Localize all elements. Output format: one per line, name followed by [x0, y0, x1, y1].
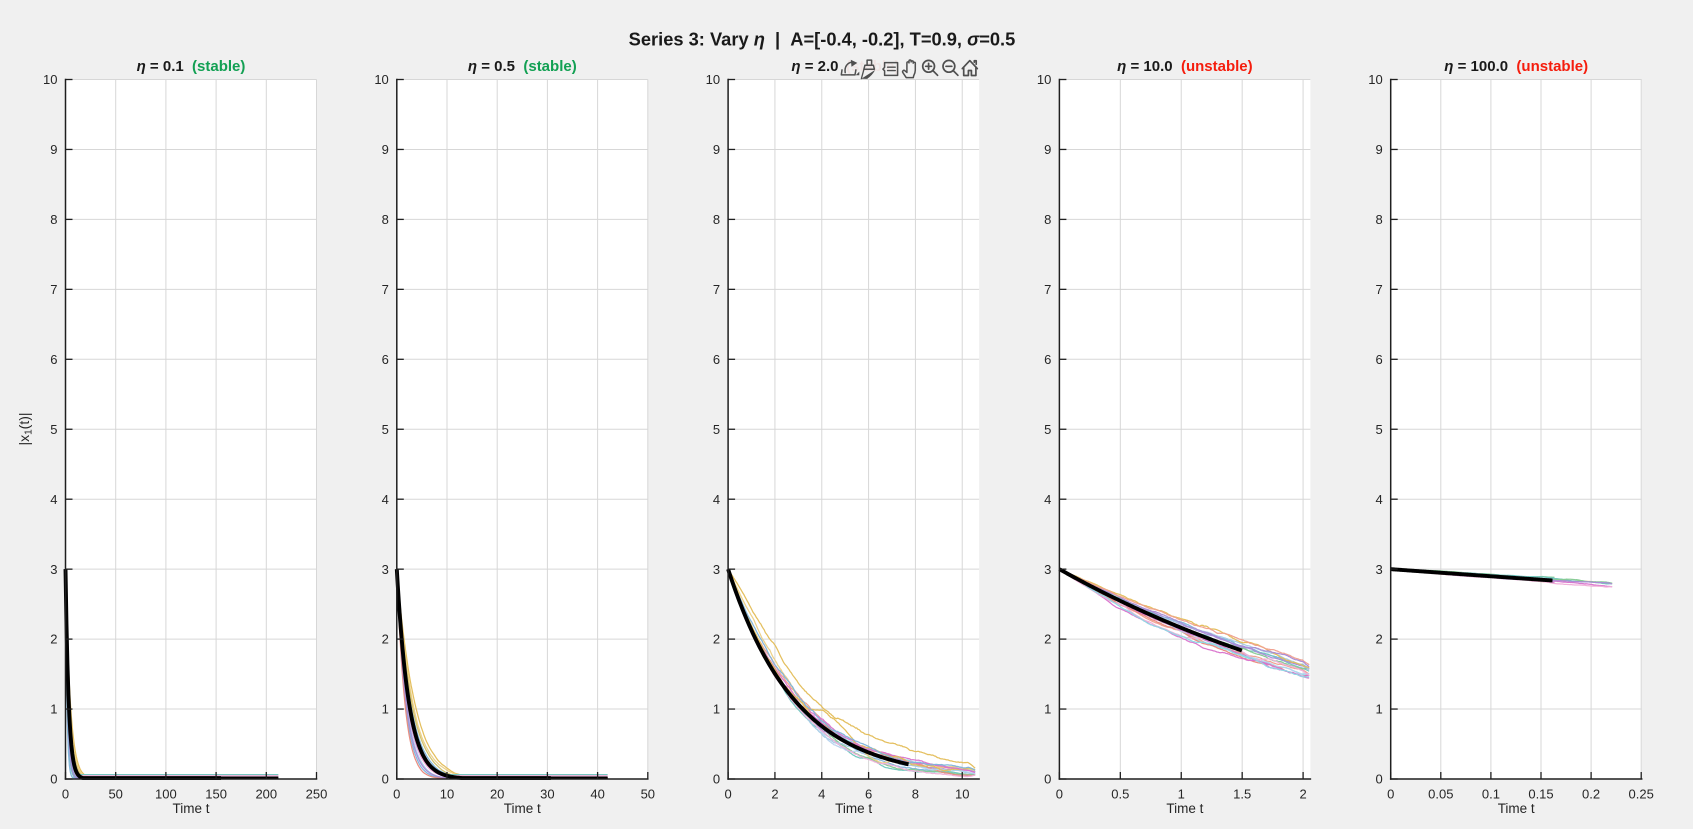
svg-text:η = 2.0: η = 2.0 [791, 58, 838, 75]
svg-text:4: 4 [713, 492, 720, 507]
svg-text:0: 0 [1387, 787, 1394, 802]
svg-text:0.2: 0.2 [1582, 787, 1600, 802]
svg-text:3: 3 [1375, 562, 1382, 577]
svg-text:1: 1 [1044, 702, 1051, 717]
svg-text:250: 250 [306, 787, 328, 802]
svg-text:1: 1 [713, 702, 720, 717]
svg-text:8: 8 [713, 212, 720, 227]
svg-text:0: 0 [724, 787, 731, 802]
svg-text:0: 0 [1044, 772, 1051, 787]
svg-text:Time t: Time t [1498, 801, 1535, 816]
svg-text:10: 10 [43, 72, 57, 87]
svg-text:7: 7 [1375, 282, 1382, 297]
svg-text:6: 6 [1375, 352, 1382, 367]
svg-text:8: 8 [1044, 212, 1051, 227]
svg-text:0.1: 0.1 [1482, 787, 1500, 802]
svg-text:1: 1 [382, 702, 389, 717]
svg-text:6: 6 [1044, 352, 1051, 367]
svg-text:10: 10 [374, 72, 388, 87]
svg-text:40: 40 [590, 787, 604, 802]
svg-text:0: 0 [393, 787, 400, 802]
svg-text:Time t: Time t [835, 801, 872, 816]
svg-text:50: 50 [108, 787, 122, 802]
svg-text:9: 9 [1375, 142, 1382, 157]
svg-text:5: 5 [713, 422, 720, 437]
svg-text:9: 9 [1044, 142, 1051, 157]
svg-text:6: 6 [382, 352, 389, 367]
svg-text:1: 1 [1178, 787, 1185, 802]
svg-text:150: 150 [205, 787, 227, 802]
svg-text:2: 2 [1299, 787, 1306, 802]
svg-text:8: 8 [382, 212, 389, 227]
svg-text:7: 7 [50, 282, 57, 297]
svg-text:4: 4 [50, 492, 57, 507]
svg-text:6: 6 [865, 787, 872, 802]
svg-text:1.5: 1.5 [1233, 787, 1251, 802]
svg-text:3: 3 [382, 562, 389, 577]
svg-text:10: 10 [440, 787, 454, 802]
svg-text:20: 20 [490, 787, 504, 802]
svg-text:100: 100 [155, 787, 177, 802]
svg-text:9: 9 [382, 142, 389, 157]
svg-text:|x1(t)|: |x1(t)| [16, 412, 35, 445]
svg-text:6: 6 [50, 352, 57, 367]
svg-text:5: 5 [1375, 422, 1382, 437]
svg-text:9: 9 [713, 142, 720, 157]
svg-text:0.5: 0.5 [1111, 787, 1129, 802]
svg-text:50: 50 [641, 787, 655, 802]
svg-text:4: 4 [382, 492, 389, 507]
svg-text:2: 2 [1044, 632, 1051, 647]
svg-text:5: 5 [50, 422, 57, 437]
svg-text:8: 8 [912, 787, 919, 802]
svg-text:200: 200 [255, 787, 277, 802]
svg-text:1: 1 [50, 702, 57, 717]
svg-text:7: 7 [382, 282, 389, 297]
svg-text:3: 3 [1044, 562, 1051, 577]
svg-text:7: 7 [1044, 282, 1051, 297]
svg-text:0.05: 0.05 [1428, 787, 1453, 802]
svg-text:3: 3 [713, 562, 720, 577]
svg-text:0.15: 0.15 [1528, 787, 1553, 802]
svg-text:0: 0 [62, 787, 69, 802]
svg-text:0: 0 [713, 772, 720, 787]
svg-text:0: 0 [382, 772, 389, 787]
svg-text:5: 5 [1044, 422, 1051, 437]
svg-text:Time t: Time t [1166, 801, 1203, 816]
svg-text:0: 0 [1056, 787, 1063, 802]
svg-text:2: 2 [50, 632, 57, 647]
svg-text:η = 0.1 (stable): η = 0.1 (stable) [137, 58, 246, 75]
svg-text:η = 0.5 (stable): η = 0.5 (stable) [468, 58, 577, 75]
svg-text:1: 1 [1375, 702, 1382, 717]
svg-text:Series 3: Vary η | A=[-0.4,: Series 3: Vary η | A=[-0.4, -0.2], T=0.9… [629, 28, 1016, 49]
svg-text:0: 0 [50, 772, 57, 787]
svg-text:Time t: Time t [504, 801, 541, 816]
svg-text:0: 0 [1375, 772, 1382, 787]
svg-text:7: 7 [713, 282, 720, 297]
svg-text:3: 3 [50, 562, 57, 577]
svg-text:10: 10 [955, 787, 969, 802]
svg-text:η = 100.0 (unstable): η = 100.0 (unstable) [1444, 58, 1588, 75]
svg-text:4: 4 [1044, 492, 1051, 507]
svg-text:2: 2 [382, 632, 389, 647]
svg-text:10: 10 [1037, 72, 1051, 87]
svg-text:η = 10.0 (unstable): η = 10.0 (unstable) [1117, 58, 1252, 75]
svg-text:30: 30 [540, 787, 554, 802]
svg-text:4: 4 [818, 787, 825, 802]
svg-text:4: 4 [1375, 492, 1382, 507]
svg-text:Time t: Time t [173, 801, 210, 816]
svg-text:6: 6 [713, 352, 720, 367]
svg-text:5: 5 [382, 422, 389, 437]
svg-text:0.25: 0.25 [1629, 787, 1654, 802]
svg-text:2: 2 [713, 632, 720, 647]
svg-text:10: 10 [706, 72, 720, 87]
svg-text:8: 8 [1375, 212, 1382, 227]
svg-text:8: 8 [50, 212, 57, 227]
svg-text:2: 2 [1375, 632, 1382, 647]
svg-text:2: 2 [771, 787, 778, 802]
svg-text:9: 9 [50, 142, 57, 157]
svg-text:10: 10 [1368, 72, 1382, 87]
